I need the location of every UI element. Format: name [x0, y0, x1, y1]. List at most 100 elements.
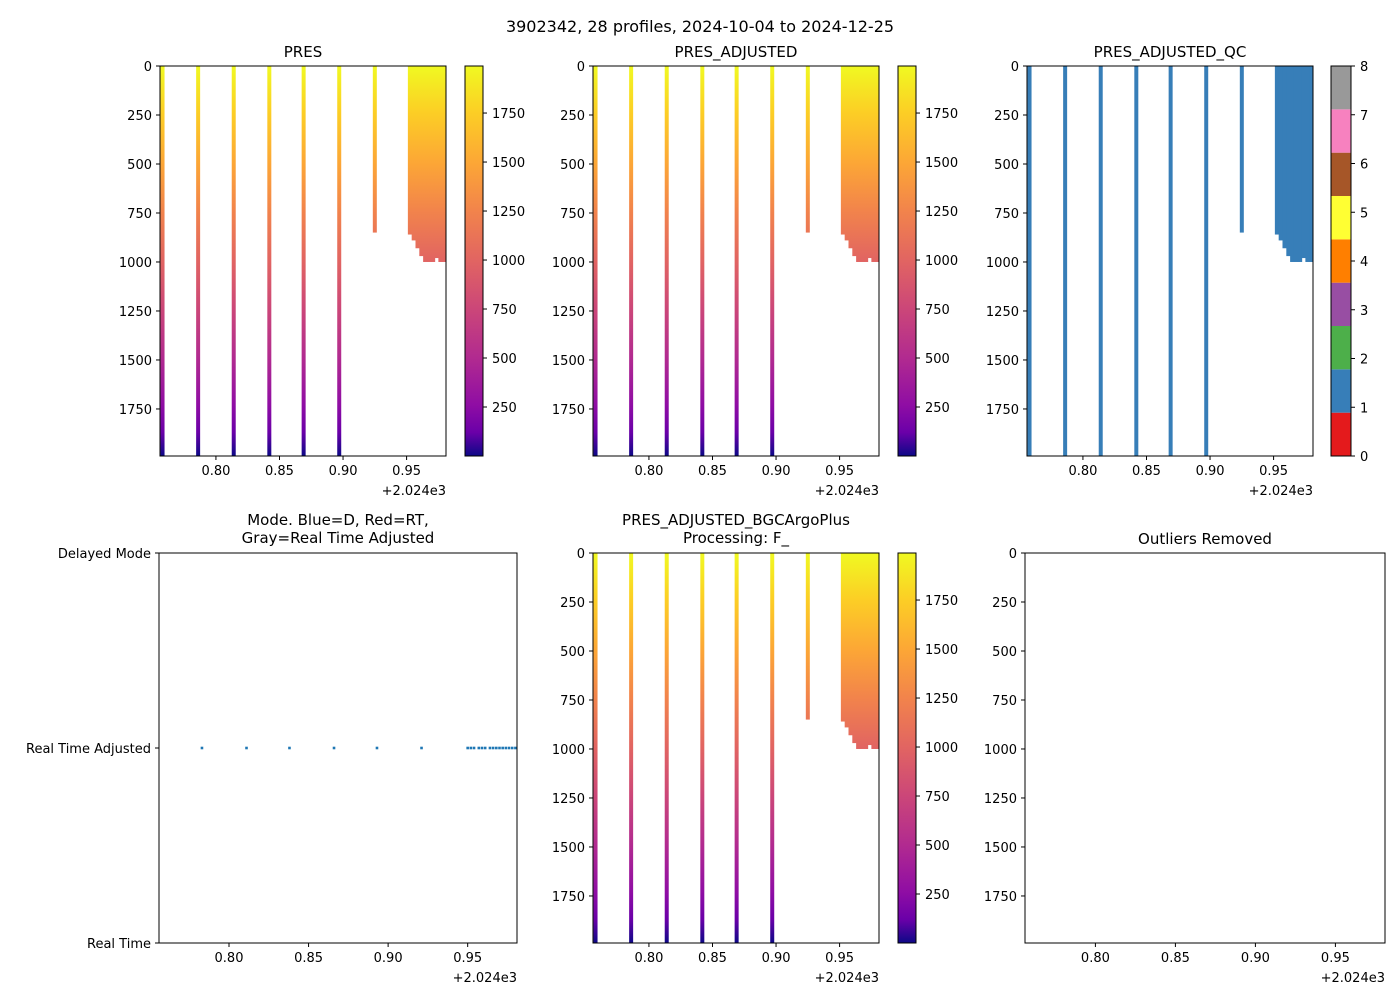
y-tick-label: 1500 [986, 354, 1019, 369]
axes-frame [1026, 65, 1314, 457]
y-tick-label: 250 [992, 596, 1017, 611]
colorbar-tick-label: 1250 [925, 205, 958, 220]
x-tick-label: 0.80 [1068, 464, 1097, 479]
panel-title: Mode. Blue=D, Red=RT, [247, 511, 429, 529]
profile-column-dense [426, 66, 432, 262]
x-tick-label: 0.80 [215, 951, 244, 966]
profile-column-dense [859, 553, 865, 749]
profile-column-dense [871, 553, 876, 749]
profile-column-dense [415, 66, 420, 249]
profile-column [629, 66, 634, 456]
profile-column [770, 66, 775, 456]
profile-column-dense [1278, 66, 1284, 241]
colorbar-segment [1331, 412, 1351, 456]
x-tick-label: 0.90 [374, 951, 403, 966]
profile-column-dense [856, 66, 861, 262]
colorbar-segment [1331, 282, 1351, 326]
y-tick-label: 1000 [552, 256, 585, 271]
scatter-point [483, 746, 487, 750]
y-tick-label: 1000 [984, 743, 1017, 758]
colorbar-frame [897, 65, 917, 457]
colorbar-tick-label: 1250 [492, 205, 525, 220]
profile-column-dense [1297, 66, 1303, 262]
y-tick-label: 0 [1009, 547, 1017, 562]
y-tick-label: 1750 [986, 403, 1019, 418]
y-tick-label: 0 [1011, 60, 1019, 75]
x-tick-label: 0.95 [1259, 464, 1288, 479]
profile-column-dense [419, 66, 424, 257]
colorbar-tick-label: 1750 [492, 107, 525, 122]
panel-title: Outliers Removed [1138, 530, 1272, 548]
profile-column-dense [859, 66, 865, 262]
colorbar-tick-label: 250 [925, 888, 950, 903]
profile-column-dense [1290, 66, 1295, 262]
profile-column-dense [442, 66, 446, 262]
x-tick-label: 0.80 [201, 464, 230, 479]
plot-area [160, 66, 446, 456]
profile-column [301, 66, 306, 456]
y-tick-label: 0 [577, 60, 585, 75]
colorbar-segment [1331, 326, 1351, 370]
x-tick-label: 0.85 [698, 951, 727, 966]
profile-column [629, 553, 634, 943]
profile-column [160, 66, 165, 456]
x-tick-label: 0.95 [825, 951, 854, 966]
x-tick-label: 0.85 [1132, 464, 1161, 479]
profile-column-dense [848, 553, 853, 736]
panel-mode: Mode. Blue=D, Red=RT,Gray=Real Time Adju… [26, 511, 518, 986]
x-tick-label: 0.95 [453, 951, 482, 966]
y-tick-label: 500 [994, 158, 1019, 173]
profile-column [593, 66, 598, 456]
scatter-point [466, 746, 469, 750]
profile-column-dense [875, 553, 879, 749]
profile-column-dense [844, 553, 850, 728]
y-tick-label: 1250 [552, 792, 585, 807]
scatter-point [477, 746, 481, 750]
colorbar-tick-label: 1500 [925, 643, 958, 658]
colorbar-tick-label: 750 [492, 303, 517, 318]
colorbar-tick-label: 500 [925, 839, 950, 854]
x-tick-label: 0.80 [1081, 951, 1110, 966]
scatter-point [200, 746, 204, 750]
profile-column-dense [1293, 66, 1299, 262]
x-tick-label: 0.85 [698, 464, 727, 479]
scatter-point [375, 746, 379, 750]
profile-column [700, 553, 705, 943]
profile-column [664, 66, 669, 456]
profile-column-dense [434, 66, 439, 259]
y-tick-label: 1750 [984, 890, 1017, 905]
y-tick-label: 1250 [119, 305, 152, 320]
colorbar-tick-label: 750 [925, 303, 950, 318]
profile-column [196, 66, 201, 456]
scatter-point [507, 746, 511, 750]
colorbar-segment [1331, 109, 1351, 153]
scatter-point [510, 746, 514, 750]
profile-column-dense [1274, 66, 1280, 235]
y-category-label: Delayed Mode [58, 547, 151, 562]
x-tick-label: 0.90 [1196, 464, 1225, 479]
panel-title: PRES_ADJUSTED_QC [1094, 43, 1247, 62]
profile-column [770, 553, 775, 943]
profile-column [593, 553, 598, 943]
y-category-label: Real Time [87, 937, 151, 952]
profile-column [337, 66, 342, 456]
profile-column-dense [863, 66, 869, 262]
axes-frame [592, 65, 880, 457]
y-tick-label: 1750 [552, 403, 585, 418]
scatter-point [488, 746, 492, 750]
profile-column [1204, 66, 1209, 456]
profile-column-dense [844, 66, 850, 241]
colorbar-tick-label: 6 [1360, 158, 1368, 173]
y-tick-label: 0 [577, 547, 585, 562]
profile-column-dense [1286, 66, 1291, 257]
y-tick-label: 1750 [552, 890, 585, 905]
scatter-point [514, 746, 517, 750]
profile-column-short [805, 553, 810, 720]
colorbar-tick-label: 500 [925, 352, 950, 367]
colorbar-frame [464, 65, 484, 457]
scatter-point [501, 746, 504, 750]
scatter-point [472, 746, 476, 750]
profile-column-dense [867, 553, 872, 746]
y-tick-label: 750 [992, 694, 1017, 709]
